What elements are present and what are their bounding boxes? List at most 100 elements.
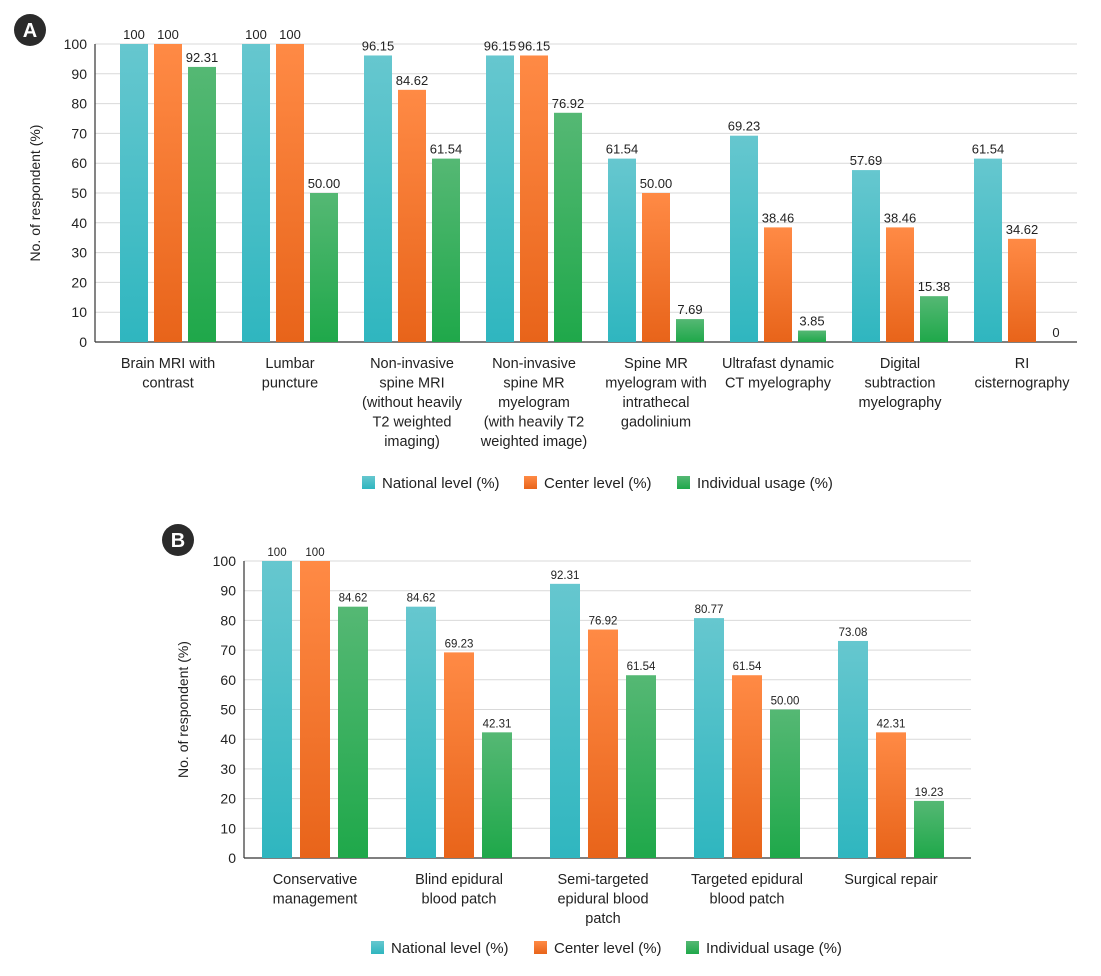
bar-value-label: 61.54 <box>627 661 656 673</box>
bar-value-label: 84.62 <box>407 593 436 605</box>
bar-value-label: 84.62 <box>396 73 429 88</box>
bar-individual <box>482 732 512 858</box>
bar-value-label: 69.23 <box>728 119 761 134</box>
bar-national <box>120 44 148 342</box>
bar-value-label: 34.62 <box>1006 222 1039 237</box>
bar-national <box>838 640 868 858</box>
bar-value-label: 19.23 <box>915 787 944 799</box>
bar-individual <box>676 319 704 342</box>
bar-value-label: 61.54 <box>972 142 1005 157</box>
bar-value-label: 96.15 <box>484 38 517 53</box>
y-tick-label: 100 <box>213 553 237 569</box>
y-tick-label: 50 <box>71 185 87 201</box>
bar-individual <box>338 606 368 858</box>
bar-value-label: 100 <box>157 27 179 42</box>
y-tick-label: 20 <box>220 791 236 807</box>
bar-value-label: 50.00 <box>771 696 800 708</box>
bar-value-label: 42.31 <box>877 718 906 730</box>
legend-label-individual: Individual usage (%) <box>706 940 842 957</box>
legend-label-center: Center level (%) <box>544 475 652 492</box>
x-category-line: management <box>273 892 358 908</box>
y-tick-label: 70 <box>71 125 87 141</box>
bar-individual <box>770 709 800 858</box>
y-tick-label: 60 <box>71 155 87 171</box>
x-category-label: Surgical repair <box>844 872 938 888</box>
x-category-line: subtraction <box>865 376 936 392</box>
x-category-label: Semi-targeted epidural blood patch <box>557 872 648 927</box>
x-category-line: (with heavily T2 <box>484 415 584 431</box>
x-category-line: gadolinium <box>621 415 691 431</box>
bar-national <box>262 561 292 858</box>
y-tick-label: 100 <box>64 36 88 52</box>
y-tick-label: 10 <box>220 820 236 836</box>
x-category-line: blood patch <box>422 892 497 908</box>
x-category-line: Non-invasive <box>370 356 454 372</box>
x-category-line: Digital <box>880 356 920 372</box>
y-tick-label: 10 <box>71 304 87 320</box>
x-category-label: Digital subtraction myelography <box>858 356 942 411</box>
y-tick-label: 30 <box>71 245 87 261</box>
bar-value-label: 96.15 <box>518 38 551 53</box>
bar-center <box>276 44 304 342</box>
bar-center <box>300 561 330 858</box>
bar-value-label: 38.46 <box>884 210 917 225</box>
x-category-label: Ultrafast dynamic CT myelography <box>722 356 834 392</box>
x-category-line: intrathecal <box>623 395 690 411</box>
bar-value-label: 73.08 <box>839 627 868 639</box>
x-category-label: Spine MR myelogram with intrathecal gadolin… <box>605 356 707 431</box>
bar-value-label: 38.46 <box>762 210 795 225</box>
y-tick-label: 0 <box>79 334 87 350</box>
bar-value-label: 92.31 <box>186 50 219 65</box>
bar-individual <box>914 800 944 858</box>
y-tick-label: 50 <box>220 702 236 718</box>
bar-value-label: 57.69 <box>850 153 883 168</box>
x-category-label: Conservative management <box>273 872 358 908</box>
bar-individual <box>626 675 656 858</box>
x-category-line: Spine MR <box>624 356 688 372</box>
legend-swatch-individual <box>677 476 690 489</box>
x-category-line: spine MR <box>503 376 564 392</box>
legend-swatch-center <box>524 476 537 489</box>
y-tick-label: 70 <box>220 642 236 658</box>
x-category-line: Blind epidural <box>415 872 503 888</box>
bar-value-label: 100 <box>267 547 286 559</box>
x-category-label: Non-invasive spine MR myelogram (with heavi… <box>480 356 587 450</box>
bar-value-label: 50.00 <box>640 176 673 191</box>
bar-value-label: 7.69 <box>677 302 702 317</box>
bar-value-label: 15.38 <box>918 279 951 294</box>
bar-value-label: 76.92 <box>589 616 618 628</box>
x-category-label: RI cisternography <box>974 356 1070 392</box>
bar-center <box>154 44 182 342</box>
x-category-line: patch <box>585 911 620 927</box>
bar-national <box>852 170 880 342</box>
y-axis-title: No. of respondent (%) <box>175 641 191 778</box>
bar-value-label: 50.00 <box>308 176 341 191</box>
x-category-label: Brain MRI with contrast <box>121 356 215 392</box>
legend-swatch-center <box>534 941 547 954</box>
x-category-line: puncture <box>262 376 318 392</box>
x-category-line: Brain MRI with <box>121 356 215 372</box>
y-tick-label: 20 <box>71 274 87 290</box>
y-tick-label: 80 <box>220 612 236 628</box>
x-category-line: weighted image) <box>480 434 587 450</box>
bar-center <box>444 652 474 858</box>
y-tick-label: 30 <box>220 761 236 777</box>
y-tick-label: 90 <box>71 66 87 82</box>
bar-value-label: 0 <box>1052 325 1059 340</box>
bar-value-label: 42.31 <box>483 718 512 730</box>
x-category-line: CT myelography <box>725 376 832 392</box>
bar-center <box>642 193 670 342</box>
bar-value-label: 80.77 <box>695 604 724 616</box>
legend-swatch-national <box>371 941 384 954</box>
bar-individual <box>554 112 582 342</box>
x-category-label: Targeted epidural blood patch <box>691 872 803 908</box>
x-category-line: T2 weighted <box>373 415 452 431</box>
x-category-line: myelogram with <box>605 376 707 392</box>
bar-value-label: 100 <box>123 27 145 42</box>
x-category-line: Surgical repair <box>844 872 938 888</box>
bar-individual <box>188 66 216 342</box>
bar-center <box>886 227 914 342</box>
bar-individual <box>920 296 948 342</box>
x-category-line: Semi-targeted <box>557 872 648 888</box>
